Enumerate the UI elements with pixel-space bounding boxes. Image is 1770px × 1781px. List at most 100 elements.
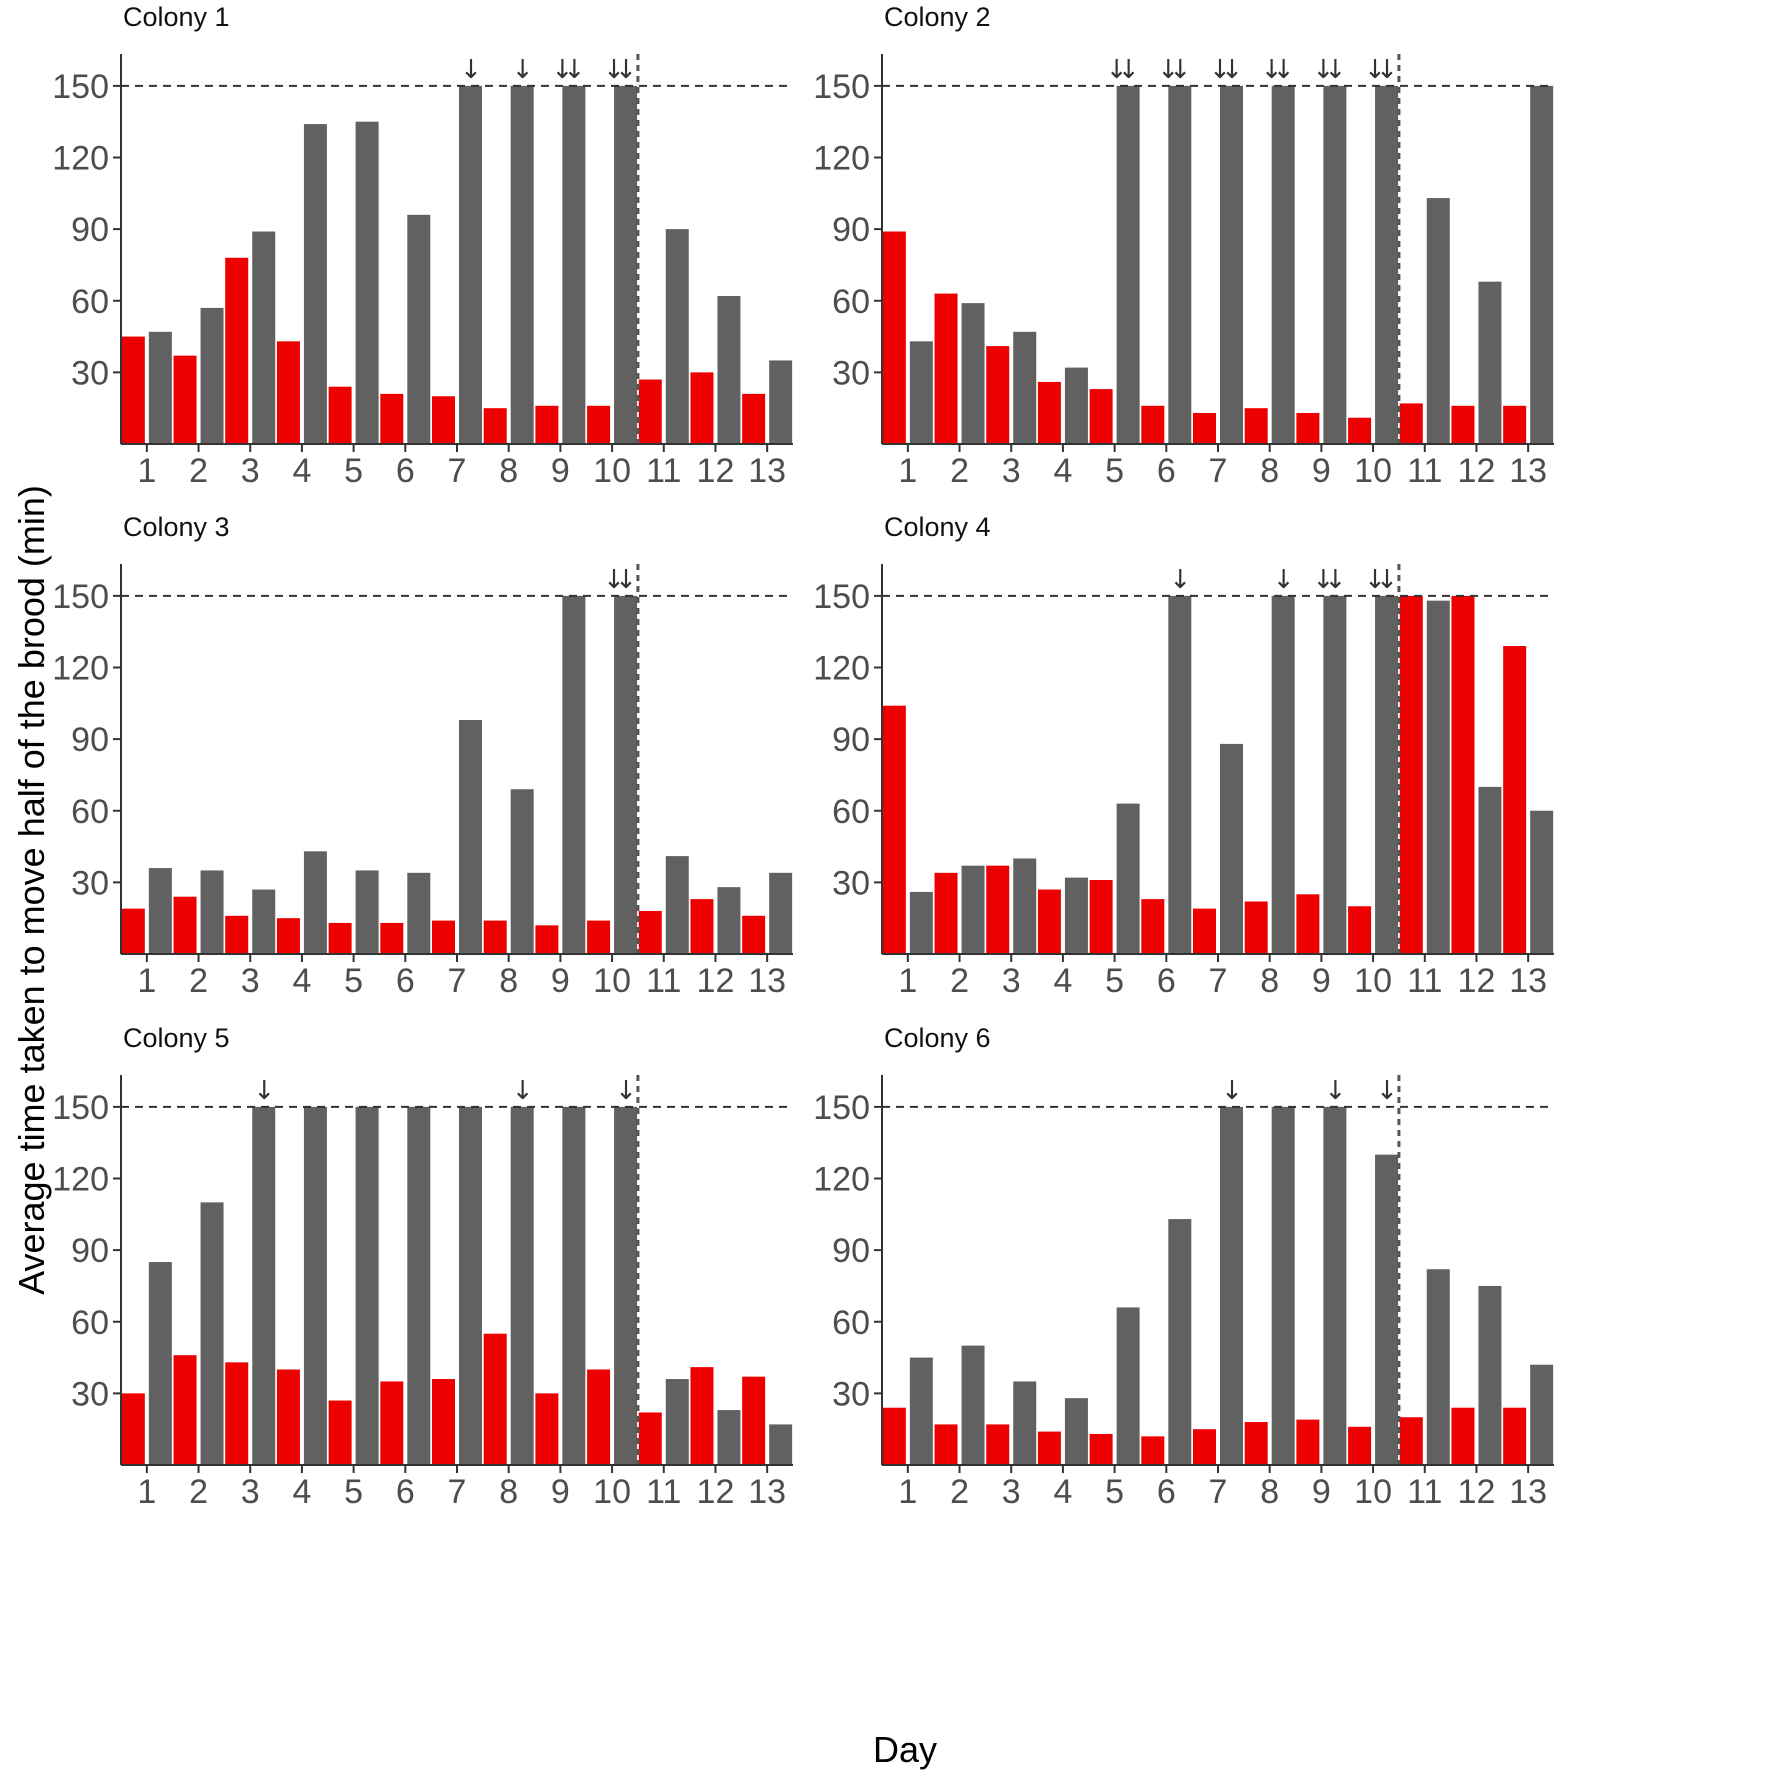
x-tick-label: 2 bbox=[189, 1473, 208, 1511]
bar-red bbox=[1399, 403, 1423, 444]
arrow-marker: ↓ bbox=[1106, 55, 1128, 85]
bar-grey bbox=[1478, 786, 1502, 954]
panel-title: Colony 6 bbox=[884, 1023, 991, 1053]
arrow-marker: ↓ bbox=[1312, 565, 1334, 595]
x-tick-label: 4 bbox=[1053, 452, 1072, 490]
x-tick-label: 13 bbox=[748, 1473, 786, 1511]
arrow-marker: ↓ bbox=[603, 565, 625, 595]
y-tick-label: 120 bbox=[52, 650, 109, 688]
y-tick-label: 150 bbox=[52, 578, 109, 616]
y-tick-label: 60 bbox=[71, 1304, 109, 1342]
bar-grey bbox=[769, 872, 793, 954]
x-tick-label: 3 bbox=[241, 1473, 260, 1511]
x-tick-label: 8 bbox=[1260, 962, 1279, 1000]
x-tick-label: 3 bbox=[241, 962, 260, 1000]
arrow-marker: ↓ bbox=[512, 1076, 534, 1106]
bar-grey bbox=[510, 85, 534, 444]
x-tick-label: 8 bbox=[499, 452, 518, 490]
x-tick-label: 12 bbox=[1458, 962, 1496, 1000]
bar-red bbox=[173, 355, 197, 444]
bar-grey bbox=[1013, 331, 1037, 444]
bar-red bbox=[432, 1379, 455, 1465]
x-tick-label: 10 bbox=[593, 452, 631, 490]
bar-red bbox=[1244, 901, 1268, 954]
arrow-marker: ↓ bbox=[615, 565, 637, 595]
x-tick-label: 13 bbox=[1509, 452, 1547, 490]
bar-grey bbox=[1116, 1307, 1140, 1465]
y-tick-label: 90 bbox=[832, 211, 870, 249]
x-tick-label: 11 bbox=[646, 452, 681, 490]
bar-grey bbox=[407, 214, 431, 444]
x-tick-label: 2 bbox=[189, 452, 208, 490]
y-tick-label: 30 bbox=[71, 864, 109, 902]
x-tick-label: 6 bbox=[396, 452, 415, 490]
bar-grey bbox=[459, 85, 482, 444]
x-tick-label: 7 bbox=[1209, 1473, 1228, 1511]
y-tick-label: 30 bbox=[71, 1375, 109, 1413]
bar-red bbox=[1296, 412, 1320, 444]
arrow-marker: ↓ bbox=[1273, 55, 1295, 85]
x-tick-label: 9 bbox=[1312, 962, 1331, 1000]
bar-grey bbox=[614, 595, 638, 954]
bar-grey bbox=[909, 1357, 933, 1465]
arrow-marker: ↓ bbox=[1364, 55, 1386, 85]
y-tick-label: 30 bbox=[832, 1375, 870, 1413]
x-tick-label: 5 bbox=[1105, 452, 1124, 490]
bar-red bbox=[934, 1424, 958, 1465]
x-tick-label: 5 bbox=[1105, 962, 1124, 1000]
bar-grey bbox=[665, 856, 689, 954]
bar-red bbox=[882, 231, 906, 444]
x-tick-label: 4 bbox=[292, 1473, 311, 1511]
x-tick-label: 3 bbox=[1002, 962, 1021, 1000]
arrow-marker: ↓ bbox=[1324, 1076, 1346, 1106]
x-tick-label: 13 bbox=[748, 962, 786, 1000]
bar-red bbox=[934, 872, 958, 954]
bar-grey bbox=[252, 889, 276, 954]
arrow-marker: ↓ bbox=[1376, 565, 1398, 595]
panel-title: Colony 4 bbox=[884, 512, 991, 542]
bar-grey bbox=[1323, 595, 1347, 954]
bar-grey bbox=[562, 595, 586, 954]
bar-red bbox=[690, 1367, 714, 1465]
y-tick-label: 90 bbox=[832, 721, 870, 759]
bar-red bbox=[986, 346, 1010, 444]
bar-red bbox=[121, 1393, 145, 1465]
arrow-marker: ↓ bbox=[1261, 55, 1283, 85]
y-tick-label: 30 bbox=[832, 864, 870, 902]
bar-grey bbox=[407, 872, 431, 954]
x-tick-label: 1 bbox=[898, 452, 917, 490]
bar-grey bbox=[1013, 858, 1037, 954]
bar-red bbox=[587, 920, 611, 954]
bar-red bbox=[638, 1412, 662, 1465]
bar-red bbox=[1037, 889, 1061, 954]
bar-red bbox=[1348, 417, 1372, 444]
y-tick-label: 60 bbox=[71, 793, 109, 831]
bar-red bbox=[1348, 1426, 1372, 1465]
bar-grey bbox=[1116, 85, 1140, 444]
x-tick-label: 10 bbox=[593, 962, 631, 1000]
bar-red bbox=[1296, 1419, 1320, 1465]
x-tick-label: 1 bbox=[137, 452, 156, 490]
bar-grey bbox=[355, 121, 379, 444]
bar-grey bbox=[562, 1106, 586, 1465]
bar-red bbox=[1089, 389, 1113, 444]
x-tick-label: 12 bbox=[1458, 452, 1496, 490]
bar-grey bbox=[1375, 1154, 1399, 1465]
x-tick-label: 9 bbox=[551, 1473, 570, 1511]
x-tick-label: 8 bbox=[1260, 1473, 1279, 1511]
x-tick-label: 11 bbox=[1407, 1473, 1442, 1511]
bar-red bbox=[638, 379, 662, 444]
arrow-marker: ↓ bbox=[615, 55, 637, 85]
bar-red bbox=[1089, 1433, 1113, 1465]
x-tick-label: 1 bbox=[898, 962, 917, 1000]
x-tick-label: 6 bbox=[1157, 452, 1176, 490]
bar-red bbox=[173, 896, 197, 954]
x-tick-label: 4 bbox=[292, 452, 311, 490]
y-tick-label: 150 bbox=[52, 1089, 109, 1127]
bar-red bbox=[121, 336, 145, 444]
bar-grey bbox=[252, 231, 276, 444]
arrow-marker: ↓ bbox=[253, 1076, 275, 1106]
y-axis-title: Average time taken to move half of the b… bbox=[11, 485, 52, 1295]
bar-red bbox=[535, 1393, 559, 1465]
bar-grey bbox=[1116, 803, 1140, 954]
